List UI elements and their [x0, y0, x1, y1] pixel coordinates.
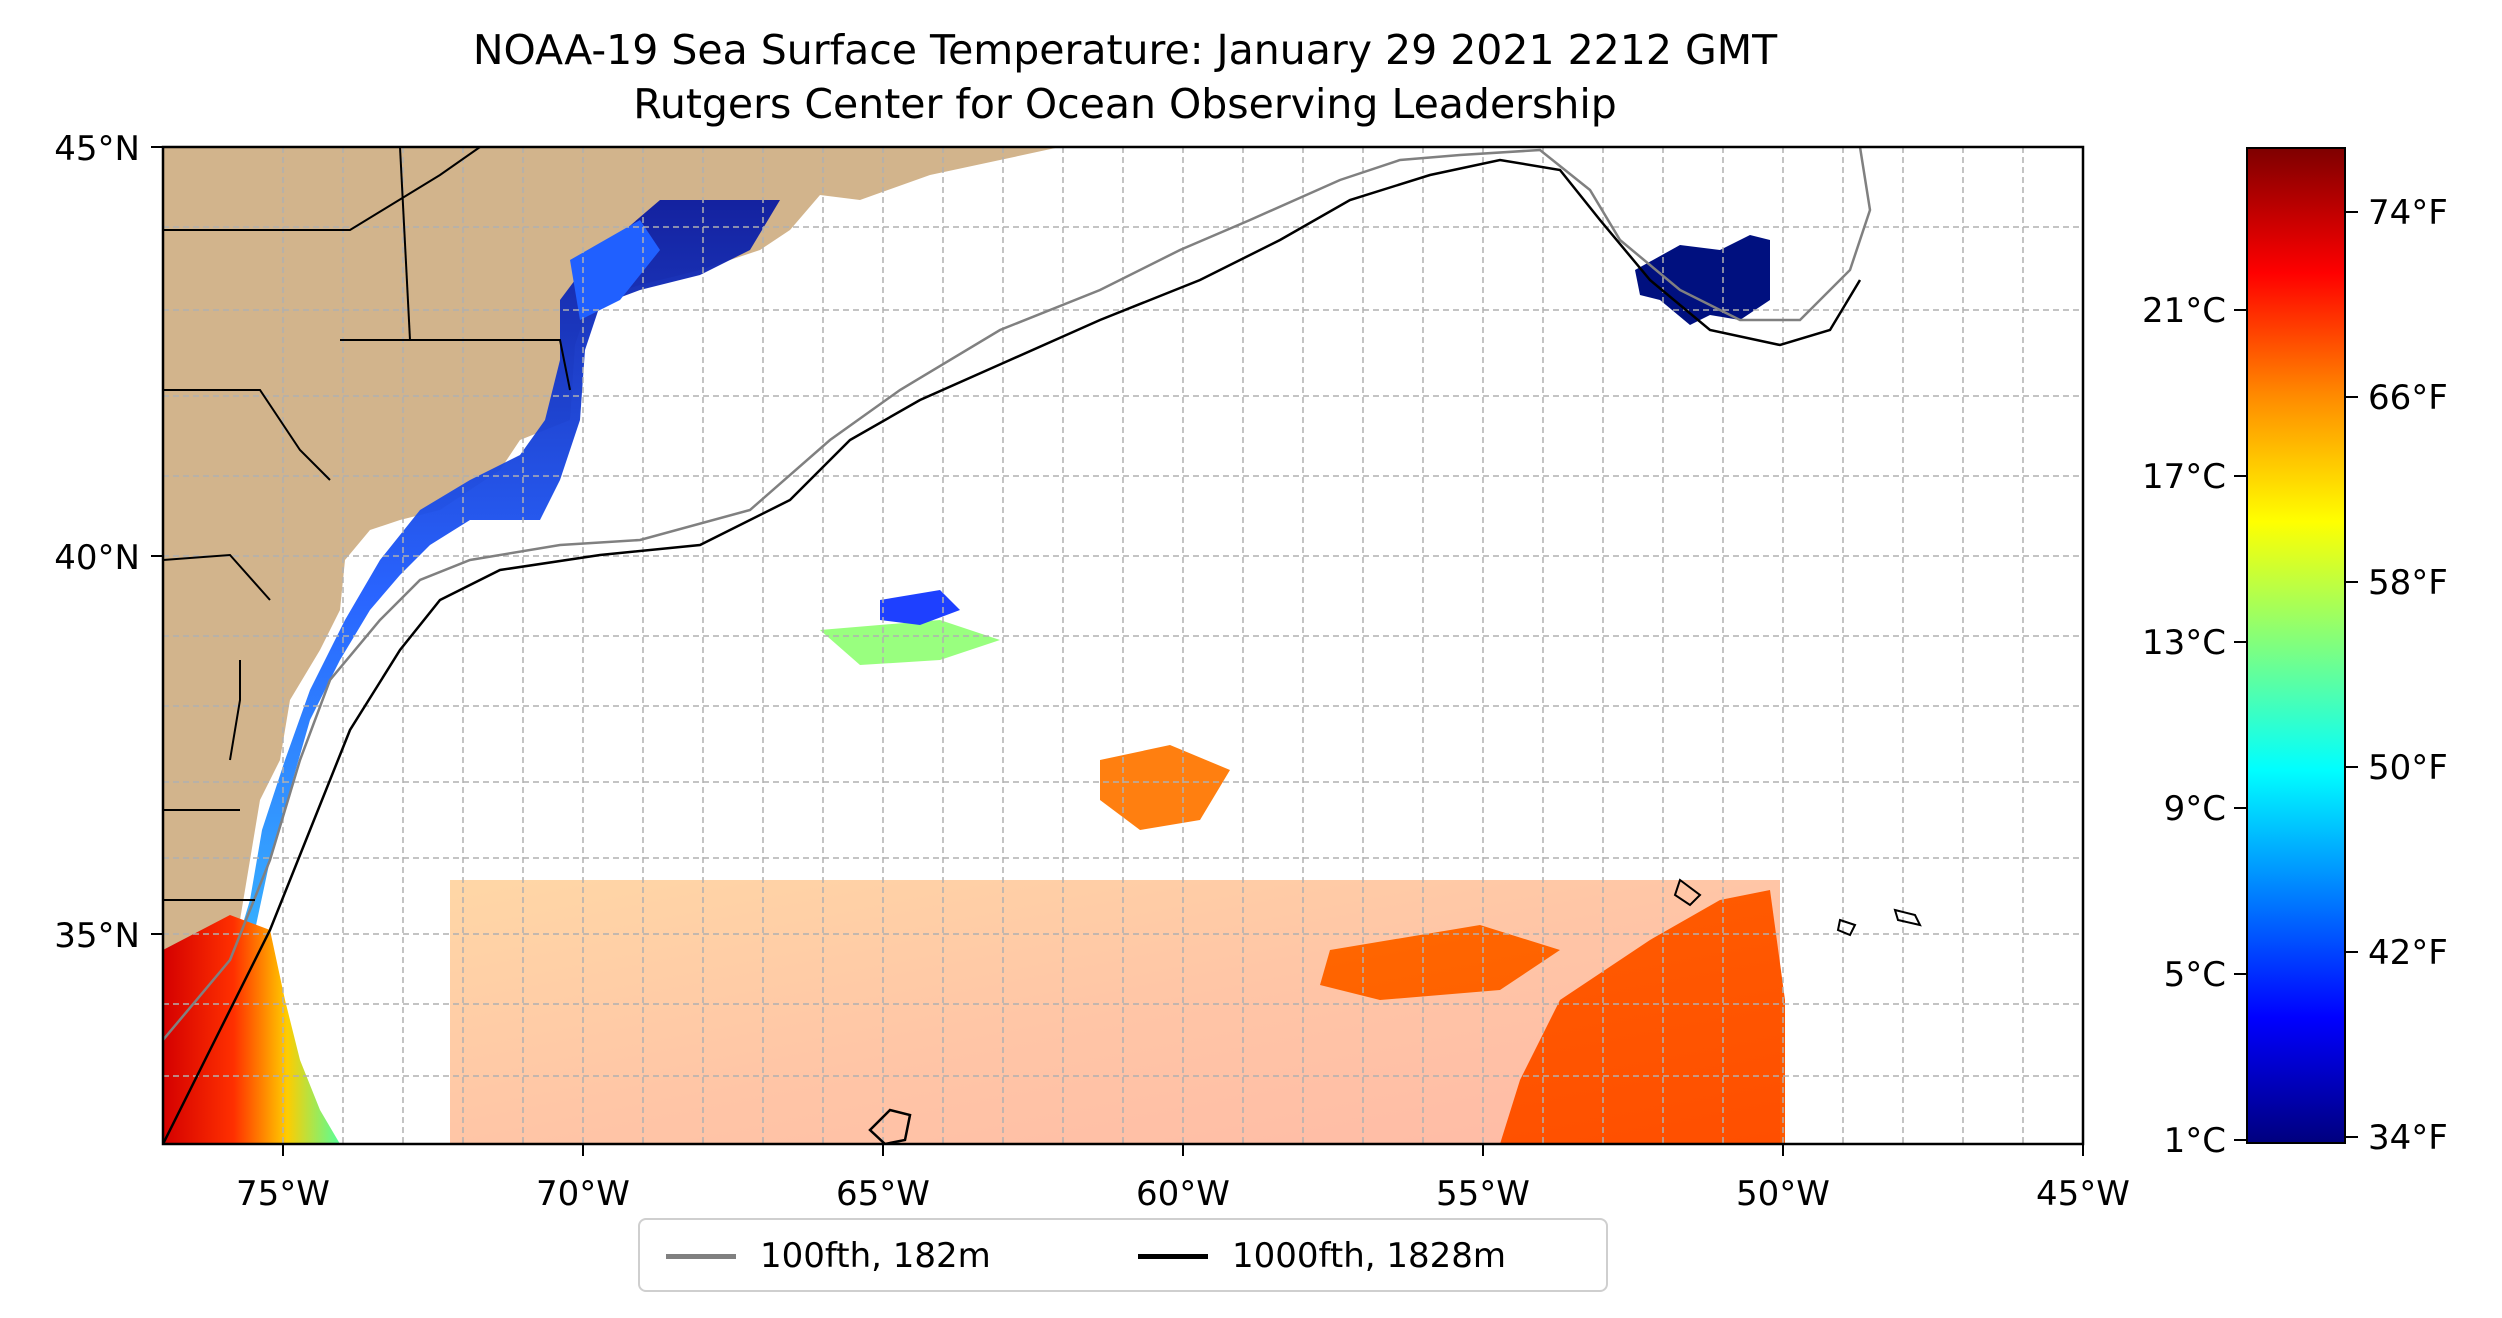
lon-tick-label: 50°W — [1736, 1174, 1830, 1214]
legend-swatch-gray — [666, 1253, 736, 1259]
state-borders — [162, 146, 571, 901]
mid-cold-strip — [820, 620, 1000, 665]
contour-legend: 100fth, 182m 1000fth, 1828m — [638, 1218, 1608, 1292]
lat-tick-label: 45°N — [54, 129, 140, 169]
colorbar-celsius-label: 21°C — [2142, 291, 2226, 331]
lat-tick-label: 40°N — [54, 538, 140, 578]
lon-tick-label: 70°W — [536, 1174, 630, 1214]
warm-water-patch — [1100, 745, 1230, 830]
gulf-stream-core — [163, 915, 340, 1144]
seamount-contour — [1893, 908, 1922, 927]
colorbar-fahrenheit-label: 34°F — [2368, 1118, 2448, 1158]
colorbar-fahrenheit-label: 50°F — [2368, 748, 2448, 788]
lon-tick-label: 55°W — [1436, 1174, 1530, 1214]
plot-frame — [161, 145, 2085, 1146]
seamount-contour — [1836, 918, 1857, 937]
gulf-of-maine-cold — [570, 220, 660, 320]
legend-label: 1000fth, 1828m — [1232, 1236, 1507, 1276]
mid-blue-strip — [880, 590, 960, 625]
map-subtitle: Rutgers Center for Ocean Observing Leade… — [633, 80, 1617, 128]
contour-100fth — [163, 147, 1872, 1041]
legend-item-1000fth: 1000fth, 1828m — [1138, 1234, 1506, 1278]
colorbar-fahrenheit-label: 66°F — [2368, 378, 2448, 418]
map-title: NOAA-19 Sea Surface Temperature: January… — [472, 26, 1778, 74]
axis-ticks — [151, 146, 2084, 1156]
contour-1000fth — [163, 158, 1862, 1144]
colorbar-celsius-label: 9°C — [2164, 789, 2226, 829]
seamount-contour — [868, 1108, 912, 1144]
colorbar-ticks — [2234, 211, 2358, 1141]
lon-tick-label: 65°W — [836, 1174, 930, 1214]
temperature-colorbar — [2246, 147, 2346, 1144]
legend-label: 100fth, 182m — [760, 1236, 991, 1276]
gridlines — [163, 147, 2083, 1144]
seamount-contour — [1673, 878, 1702, 907]
colorbar-celsius-label: 5°C — [2164, 955, 2226, 995]
lat-tick-label: 35°N — [54, 916, 140, 956]
lon-tick-label: 75°W — [236, 1174, 330, 1214]
lon-tick-label: 60°W — [1136, 1174, 1230, 1214]
legend-swatch-black — [1138, 1253, 1208, 1259]
colorbar-fahrenheit-label: 58°F — [2368, 563, 2448, 603]
scotian-cold-patch — [1635, 235, 1770, 325]
lon-tick-label: 45°W — [2036, 1174, 2130, 1214]
colorbar-celsius-label: 17°C — [2142, 457, 2226, 497]
colorbar-celsius-label: 1°C — [2164, 1121, 2226, 1161]
colorbar-celsius-label: 13°C — [2142, 623, 2226, 663]
colorbar-fahrenheit-label: 74°F — [2368, 193, 2448, 233]
colorbar-fahrenheit-label: 42°F — [2368, 933, 2448, 973]
legend-item-100fth: 100fth, 182m — [666, 1234, 991, 1278]
warm-cloud-field — [450, 880, 1780, 1144]
